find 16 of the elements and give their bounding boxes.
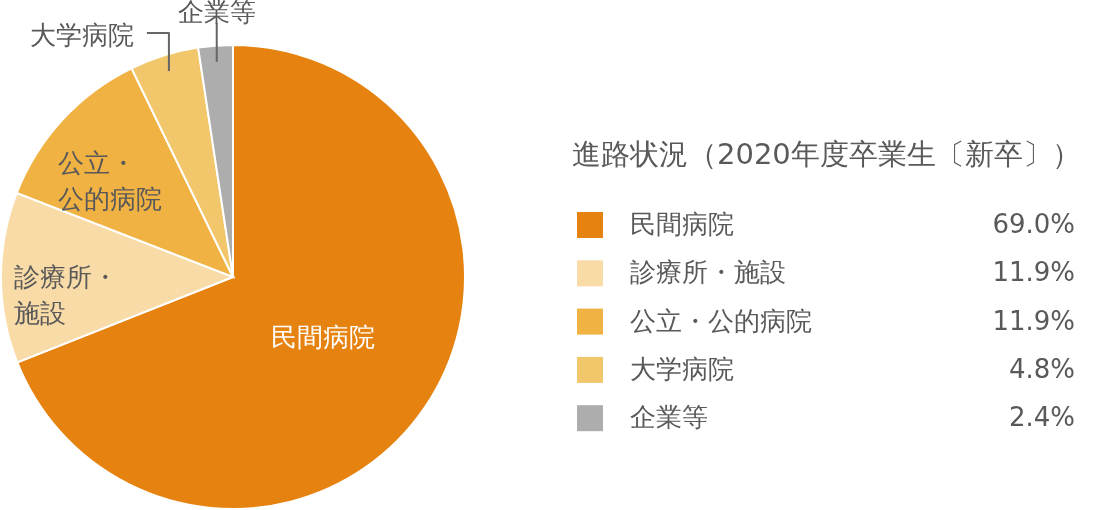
legend-label: 企業等: [630, 402, 708, 433]
legend-label: 大学病院: [630, 353, 734, 384]
data-label: 2.4%: [1008, 402, 1075, 433]
slice-label: 大学病院: [29, 20, 134, 50]
legend-label: 公立・公的病院: [630, 305, 812, 336]
slice-label: 企業等: [177, 0, 256, 27]
legend-label: 民間病院: [630, 209, 734, 239]
legend-label: 診療所・施設: [630, 257, 786, 288]
slice-label: 公立・公的病院: [58, 147, 163, 214]
data-label: 11.9%: [992, 305, 1075, 336]
data-label: 4.8%: [1008, 353, 1075, 384]
legend-title: 進路状況（2020年度卒業生〔新卒〕）: [572, 137, 1081, 171]
data-label: 11.9%: [992, 257, 1075, 288]
slice-label: 診療所・施設: [13, 261, 118, 328]
slice-label: 民間病院: [271, 322, 376, 353]
data-label: 69.0%: [992, 209, 1075, 239]
